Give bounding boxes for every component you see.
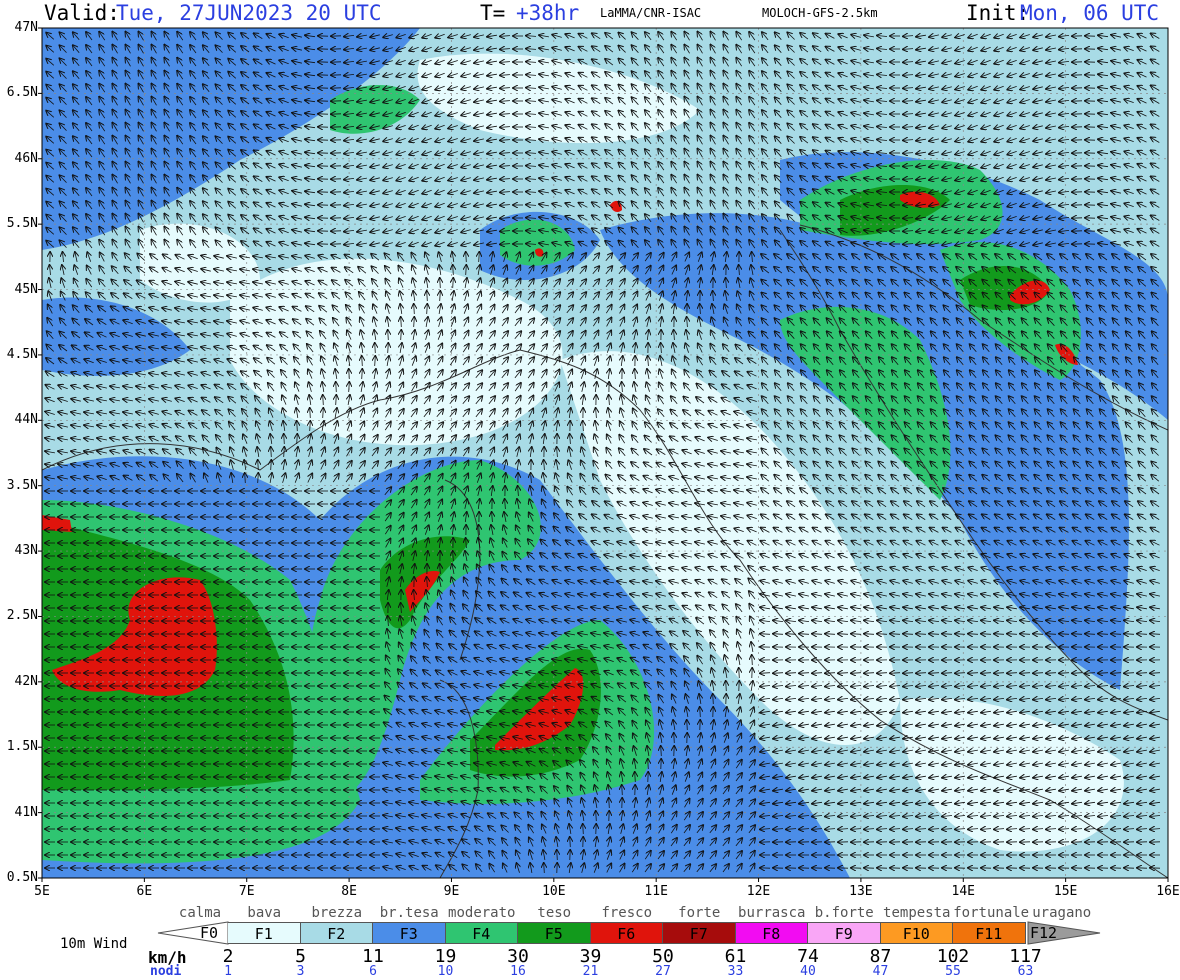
wind-map: [38, 27, 1169, 945]
